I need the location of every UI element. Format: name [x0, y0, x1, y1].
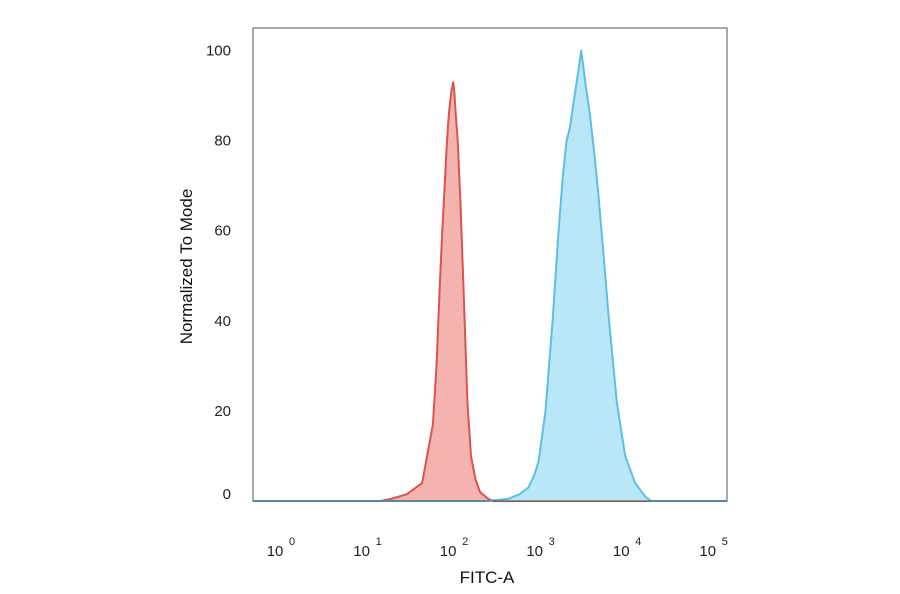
series-1-line [253, 81, 727, 502]
x-axis-ticks: 10 0 10 1 10 2 10 3 10 4 10 5 [267, 536, 728, 560]
y-tick-label: 100 [206, 43, 231, 60]
y-tick-label: 0 [223, 486, 231, 503]
x-tick-label: 10 [353, 543, 370, 560]
x-tick-exponent: 4 [635, 536, 641, 548]
y-tick-label: 80 [214, 133, 231, 150]
x-tick-label: 10 [699, 543, 716, 560]
series-1-area [253, 82, 727, 501]
x-tick-label: 10 [613, 543, 630, 560]
x-tick-label: 10 [526, 543, 543, 560]
x-tick-exponent: 0 [289, 536, 295, 548]
y-axis-ticks: 0 20 40 60 80 100 [206, 43, 231, 503]
x-tick-exponent: 1 [376, 536, 382, 548]
x-tick-label: 10 [267, 543, 284, 560]
x-tick-exponent: 2 [462, 536, 468, 548]
y-tick-label: 60 [214, 223, 231, 240]
x-tick-exponent: 5 [722, 536, 728, 548]
x-tick-label: 10 [440, 543, 457, 560]
y-tick-label: 20 [214, 403, 231, 420]
x-axis-title: FITC-A [460, 568, 515, 587]
y-tick-label: 40 [214, 313, 231, 330]
series-2-line [253, 49, 727, 502]
series-2-area [253, 50, 727, 501]
x-tick-exponent: 3 [549, 536, 555, 548]
plot-frame [252, 27, 728, 502]
series-layer [253, 49, 727, 502]
y-axis-title: Normalized To Mode [177, 189, 196, 345]
